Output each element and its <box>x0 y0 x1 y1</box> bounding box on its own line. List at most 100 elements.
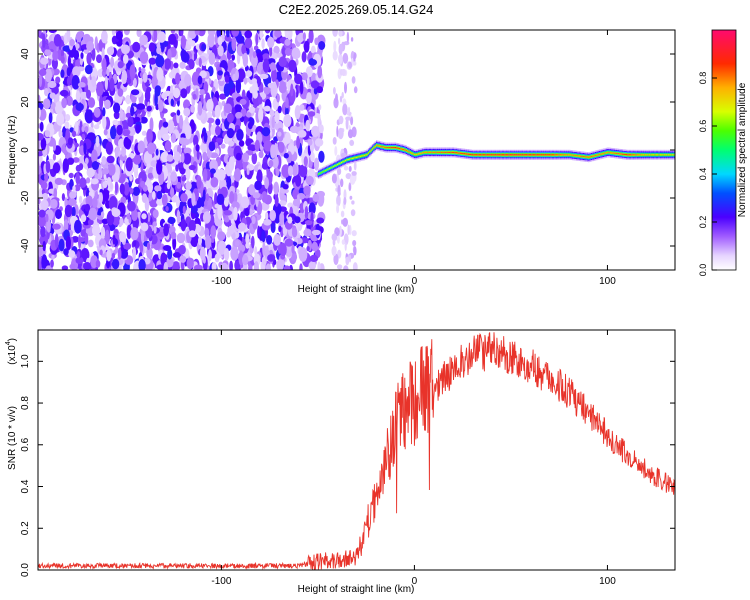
noise-blob <box>100 211 105 217</box>
noise-blob <box>95 259 101 268</box>
noise-blob <box>190 104 196 113</box>
noise-blob <box>291 227 298 238</box>
noise-blob <box>170 187 175 198</box>
noise-blob <box>72 157 80 163</box>
signal-cell <box>407 150 409 152</box>
noise-blob <box>168 33 177 45</box>
noise-blob <box>122 54 129 64</box>
noise-blob <box>183 107 191 117</box>
x-tick-label: 100 <box>599 576 616 587</box>
noise-blob <box>64 121 70 129</box>
signal-cell <box>520 154 522 156</box>
noise-blob <box>289 125 299 134</box>
colorbar-ticks: 0.0 0.2 0.4 0.6 0.8 <box>698 72 717 276</box>
noise-blob <box>214 253 220 263</box>
signal-cell <box>659 154 662 156</box>
colorbar-tick-label: 0.2 <box>698 216 708 229</box>
signal-cell <box>557 154 559 156</box>
noise-blob <box>58 129 63 138</box>
noise-blob <box>292 198 301 207</box>
noise-blob <box>318 41 326 50</box>
noise-blob <box>294 73 303 85</box>
noise-blob <box>269 44 273 57</box>
signal-cell <box>661 154 663 156</box>
signal-cell <box>519 154 521 156</box>
signal-cell <box>517 154 520 156</box>
noise-blob <box>40 57 49 65</box>
noise-blob <box>170 30 176 34</box>
noise-blob <box>110 125 117 140</box>
noise-blob <box>103 128 108 136</box>
noise-blob <box>265 211 269 222</box>
noise-blob <box>207 32 215 48</box>
noise-blob <box>298 164 308 178</box>
noise-blob <box>245 112 252 118</box>
signal-cell <box>359 155 362 157</box>
noise-blob <box>84 232 89 245</box>
noise-blob <box>278 56 287 67</box>
noise-blob <box>84 157 89 165</box>
noise-blob <box>123 242 132 250</box>
noise-blob <box>53 34 62 47</box>
noise-blob <box>111 208 121 217</box>
signal-cell <box>354 157 356 159</box>
noise-blob <box>99 95 104 110</box>
noise-blob <box>208 52 216 65</box>
noise-blob <box>176 209 181 225</box>
noise-blob <box>236 129 244 141</box>
noise-blob <box>336 204 340 214</box>
noise-blob <box>271 116 275 129</box>
noise-blob <box>279 200 287 207</box>
signal-cell <box>412 153 414 155</box>
noise-blob <box>66 67 70 77</box>
noise-blob <box>348 165 352 172</box>
signal-cell <box>349 158 351 160</box>
signal-cell <box>478 154 480 156</box>
noise-blob <box>307 139 313 146</box>
signal-cell <box>355 156 357 158</box>
signal-cell <box>493 154 495 156</box>
noise-blob <box>175 164 179 172</box>
signal-cell <box>617 153 620 155</box>
signal-cell <box>470 154 472 156</box>
signal-cell <box>480 154 482 156</box>
noise-blob <box>127 201 136 212</box>
signal-cell <box>605 152 607 154</box>
signal-cell <box>508 154 510 156</box>
signal-cell <box>474 154 476 156</box>
signal-cell <box>477 154 479 156</box>
noise-blob <box>344 242 347 251</box>
noise-blob <box>123 30 130 36</box>
signal-cell <box>389 147 391 149</box>
noise-blob <box>55 209 62 220</box>
signal-cell <box>547 154 549 156</box>
noise-blob <box>226 128 235 139</box>
noise-blob <box>71 75 80 90</box>
noise-blob <box>205 193 209 202</box>
noise-blob <box>102 116 107 130</box>
noise-blob <box>42 193 49 200</box>
noise-blob <box>132 77 137 88</box>
snr-y-scale-exponent: 4 <box>5 341 12 345</box>
noise-blob <box>349 139 355 146</box>
noise-blob <box>352 240 357 247</box>
noise-blob <box>250 54 258 68</box>
y-tick-label: 0.0 <box>20 563 31 577</box>
signal-cell <box>612 152 614 154</box>
noise-blob <box>74 219 82 234</box>
signal-cell <box>532 154 534 156</box>
colorbar-tick-label: 0.6 <box>698 120 708 133</box>
noise-blob <box>338 191 341 196</box>
noise-blob <box>196 149 200 161</box>
noise-blob <box>81 133 86 140</box>
noise-blob <box>138 66 142 73</box>
signal-cell <box>601 153 603 155</box>
x-tick-label: 0 <box>412 276 418 287</box>
noise-blob <box>341 91 344 99</box>
signal-cell <box>392 147 394 149</box>
signal-cell <box>584 156 586 158</box>
signal-cell <box>371 148 374 150</box>
noise-blob <box>303 40 310 53</box>
signal-cell <box>551 154 553 156</box>
noise-blob <box>165 206 169 212</box>
